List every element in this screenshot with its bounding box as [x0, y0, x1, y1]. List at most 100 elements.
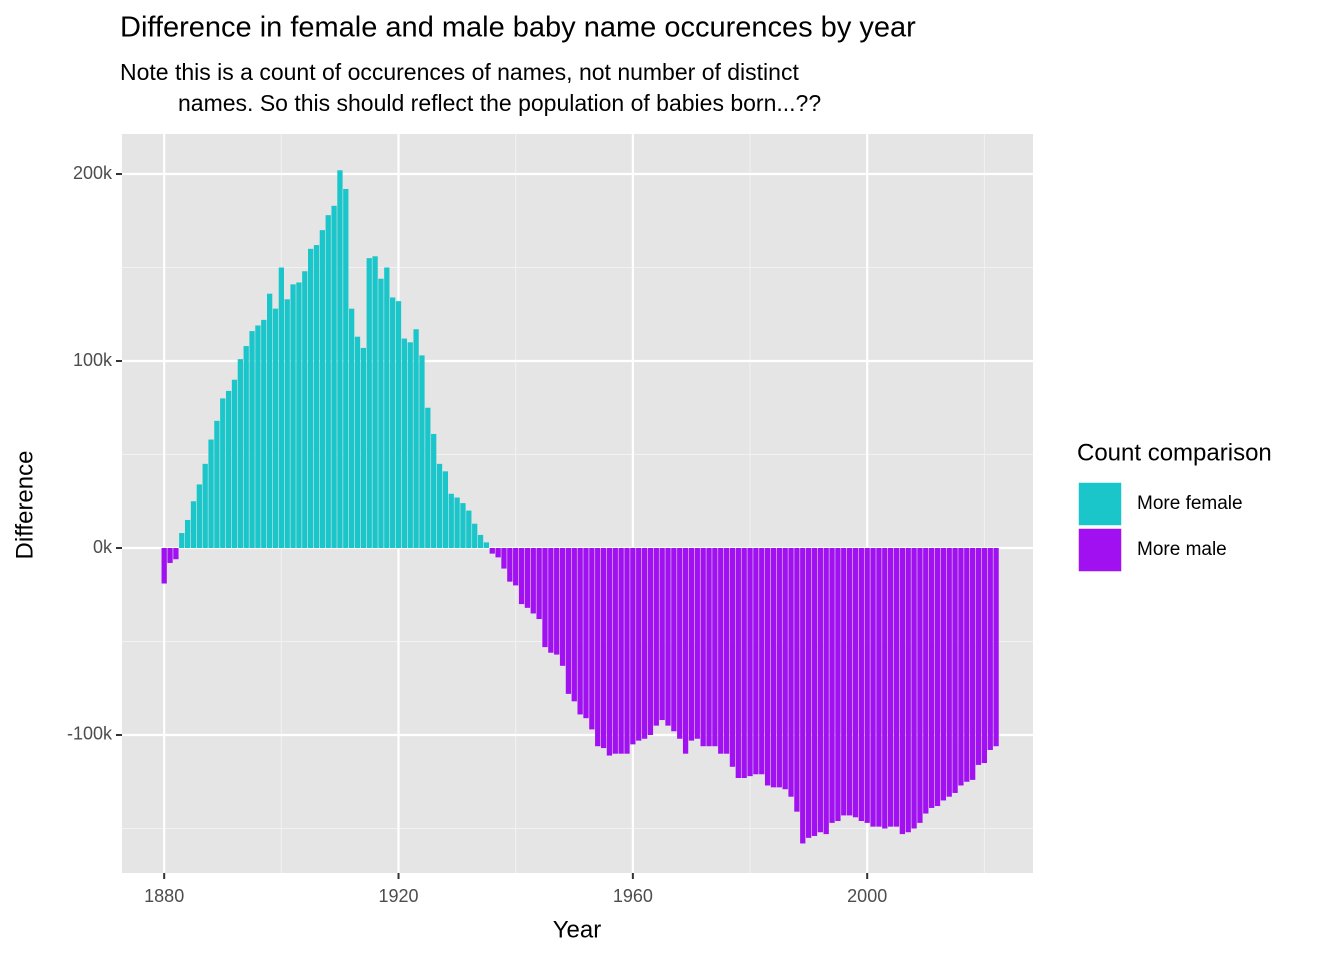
bar — [729, 548, 736, 767]
x-tick-label: 1960 — [613, 886, 653, 906]
bar — [858, 548, 864, 822]
bar — [395, 301, 402, 549]
bar — [595, 548, 601, 747]
bar — [829, 548, 835, 823]
bar — [225, 390, 232, 549]
bar — [548, 548, 554, 653]
bar — [524, 548, 531, 608]
chart-subtitle: names. So this should reflect the popula… — [178, 90, 821, 116]
bar — [542, 548, 548, 648]
bar — [905, 548, 911, 833]
bar — [483, 542, 490, 549]
bar — [888, 548, 894, 827]
bar — [741, 548, 747, 779]
bar — [237, 359, 243, 549]
bar — [272, 308, 279, 549]
bar — [308, 248, 314, 549]
bar — [923, 548, 929, 814]
bar — [360, 347, 367, 549]
bar — [876, 548, 882, 827]
bar — [882, 548, 888, 829]
legend-label: More male — [1137, 539, 1227, 560]
bar — [337, 170, 343, 549]
bar — [243, 346, 249, 549]
bar — [606, 548, 613, 756]
y-tick-label: 100k — [73, 350, 113, 370]
bar — [495, 548, 501, 558]
legend-key — [1077, 481, 1123, 527]
legend-title: Count comparison — [1077, 439, 1272, 466]
bar — [893, 548, 900, 827]
bar — [331, 205, 337, 549]
bar — [220, 398, 226, 549]
bar — [870, 548, 876, 827]
y-tick-label: -100k — [67, 724, 113, 744]
bar — [554, 548, 560, 655]
bar — [800, 548, 806, 844]
bar — [776, 548, 782, 788]
legend-key — [1077, 527, 1123, 573]
bar — [764, 548, 771, 786]
bar — [917, 548, 923, 823]
bar — [946, 548, 952, 797]
bar — [384, 267, 390, 549]
bar — [688, 548, 695, 741]
bar — [518, 548, 525, 605]
bar — [846, 548, 853, 816]
bar — [184, 519, 191, 549]
chart-title: Difference in female and male baby name … — [120, 12, 916, 44]
bar — [466, 510, 472, 549]
bar — [911, 548, 917, 829]
bar — [513, 548, 519, 586]
bar — [501, 548, 507, 569]
bar — [952, 548, 958, 793]
bar — [794, 548, 800, 812]
bar — [647, 548, 654, 735]
bar — [981, 548, 988, 764]
bar — [266, 293, 273, 549]
bar — [559, 548, 566, 666]
bar — [735, 548, 741, 779]
y-axis-title: Difference — [11, 451, 38, 560]
bar — [600, 548, 607, 749]
bar — [987, 548, 993, 750]
bar — [419, 355, 425, 549]
bar — [788, 548, 794, 797]
bar — [319, 230, 325, 549]
bar — [852, 548, 859, 818]
bar — [208, 439, 214, 549]
bar — [618, 548, 624, 754]
bar — [407, 342, 413, 549]
bar — [993, 548, 999, 747]
bar — [530, 548, 536, 614]
x-tick-label: 1880 — [144, 886, 184, 906]
legend-label: More female — [1137, 493, 1243, 514]
bar — [612, 548, 618, 754]
bar — [823, 548, 829, 835]
bar — [811, 548, 818, 836]
y-tick-label: 200k — [73, 163, 113, 183]
bar — [706, 548, 712, 747]
bar — [436, 463, 443, 549]
bar — [940, 548, 947, 801]
bar — [565, 548, 572, 694]
bar — [290, 284, 296, 549]
bar — [161, 548, 167, 584]
bar — [378, 278, 384, 549]
bar — [372, 256, 378, 549]
bar — [354, 336, 361, 549]
bar — [255, 325, 261, 549]
bar — [366, 258, 372, 549]
bar — [296, 282, 302, 549]
bar — [583, 548, 589, 719]
bar — [284, 299, 290, 549]
bar — [343, 188, 349, 549]
bar — [718, 548, 724, 754]
bar — [454, 497, 460, 549]
bar — [682, 548, 689, 754]
bar — [835, 548, 841, 822]
bar — [190, 501, 197, 549]
bar — [507, 548, 513, 582]
bar — [677, 548, 683, 739]
x-axis-title: Year — [553, 916, 602, 943]
